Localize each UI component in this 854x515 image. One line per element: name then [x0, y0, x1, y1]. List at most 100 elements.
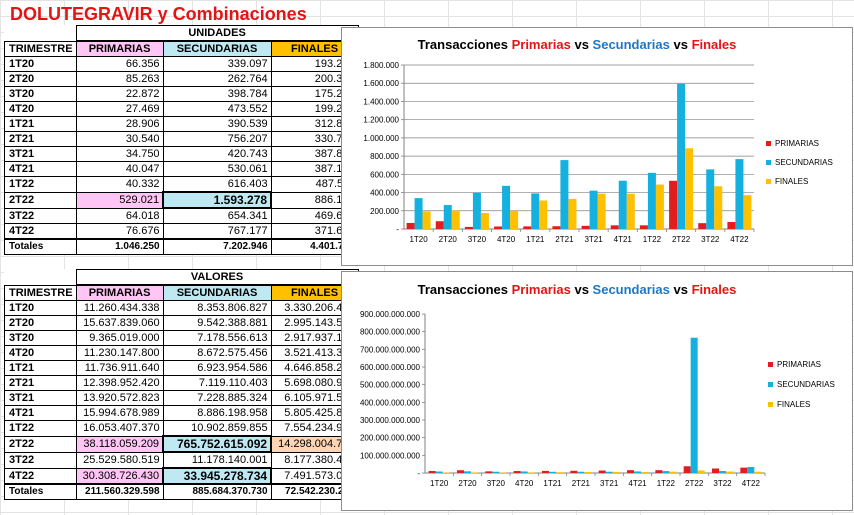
header-trimestre: TRIMESTRE — [4, 40, 77, 57]
bar-finales-4t21 — [641, 471, 648, 473]
bar-secundarias-2t20 — [464, 471, 471, 473]
quarter-cell: 2T22 — [4, 191, 77, 209]
chart-title-part: Secundarias — [593, 37, 670, 52]
table-row: 4T22 30.308.726.430 33.945.278.734 7.491.57… — [4, 467, 359, 485]
secundarias-cell: 11.178.140.001 — [162, 451, 272, 469]
total-primarias: 1.046.250 — [75, 238, 164, 255]
x-tick-label: 4T22 — [730, 235, 749, 244]
quarter-cell: 4T22 — [4, 223, 77, 240]
header-trimestre: TRIMESTRE — [4, 284, 77, 301]
total-finales: 4.401.726 — [270, 238, 359, 255]
quarter-cell: 3T22 — [4, 207, 77, 224]
x-tick-label: 3T22 — [713, 479, 732, 488]
bar-secundarias-2t20 — [443, 205, 452, 229]
total-finales: 72.542.230.246 — [270, 483, 359, 500]
quarter-cell: 1T20 — [4, 300, 77, 316]
table-row: 4T20 11.230.147.800 8.672.575.456 3.521.413… — [4, 345, 359, 361]
bar-primarias-4t20 — [513, 471, 521, 473]
x-tick-label: 3T21 — [600, 479, 619, 488]
y-tick-label: 1.400.000 — [363, 97, 399, 106]
bar-primarias-1t20 — [406, 222, 415, 229]
primarias-cell: 40.332 — [75, 176, 164, 193]
bar-primarias-2t22 — [683, 466, 691, 473]
primarias-cell: 40.047 — [75, 161, 164, 177]
table-row: 2T22 38.118.059.209 765.752.615.092 14.298.… — [4, 435, 359, 453]
primarias-cell: 27.469 — [75, 101, 164, 117]
primarias-cell: 66.356 — [75, 56, 164, 72]
table-row: 4T21 40.047 530.061 387.170 — [4, 161, 359, 177]
quarter-cell: 4T20 — [4, 101, 77, 117]
x-tick-label: 1T22 — [657, 479, 676, 488]
units-chart[interactable]: Transacciones Primarias vs Secundarias v… — [341, 27, 853, 266]
table-row: 3T22 25.529.580.519 11.178.140.001 8.177.38… — [4, 451, 359, 469]
secundarias-cell: 33.945.278.734 — [162, 467, 273, 485]
totals-label: Totales — [4, 238, 77, 255]
chart-title-part: Primarias — [512, 282, 571, 297]
bar-secundarias-3t20 — [492, 471, 500, 473]
bar-secundarias-4t22 — [747, 467, 755, 473]
primarias-cell: 15.994.678.989 — [75, 405, 164, 421]
primarias-cell: 30.308.726.430 — [75, 467, 164, 485]
y-tick-label: 300.000.000.000 — [360, 416, 421, 425]
secundarias-cell: 7.178.556.613 — [162, 330, 272, 346]
bar-finales-4t22 — [743, 195, 752, 229]
secundarias-cell: 390.539 — [162, 116, 272, 132]
bar-primarias-3t20 — [485, 471, 493, 473]
chart-title-part: vs — [571, 37, 593, 52]
primarias-cell: 76.676 — [75, 223, 164, 240]
primarias-cell: 529.021 — [75, 191, 164, 209]
quarter-cell: 2T22 — [4, 435, 77, 453]
y-tick-label: 400.000.000.000 — [360, 398, 421, 407]
quarter-cell: 4T22 — [4, 467, 77, 485]
table-row: 4T20 27.469 473.552 199.219 — [4, 101, 359, 117]
header-primarias: PRIMARIAS — [75, 40, 164, 57]
bar-primarias-1t21 — [523, 226, 532, 229]
y-tick-label: 100.000.000.000 — [360, 451, 421, 460]
bar-primarias-2t21 — [570, 470, 578, 473]
bar-finales-2t20 — [451, 210, 460, 229]
bar-secundarias-4t22 — [735, 159, 744, 229]
bar-finales-1t20 — [442, 472, 450, 473]
y-tick-label: 600.000.000.000 — [360, 363, 421, 372]
legend-label-secundarias: SECUNDARIAS — [775, 158, 833, 167]
bar-secundarias-4t21 — [634, 471, 641, 473]
y-tick-label: 900.000.000.000 — [360, 310, 421, 319]
y-tick-label: 1.600.000 — [363, 79, 399, 88]
bar-finales-4t21 — [626, 193, 635, 229]
primarias-cell: 85.263 — [75, 71, 164, 87]
secundarias-cell: 8.672.575.456 — [162, 345, 272, 361]
y-tick-label: 200.000 — [370, 207, 399, 216]
values-chart[interactable]: Transacciones Primarias vs Secundarias v… — [341, 271, 853, 511]
bar-finales-4t22 — [754, 471, 762, 473]
quarter-cell: 1T20 — [4, 56, 77, 72]
table-row: 3T20 22.872 398.784 175.215 — [4, 86, 359, 102]
bar-primarias-1t21 — [542, 470, 549, 473]
bar-secundarias-1t22 — [662, 471, 670, 473]
header-primarias: PRIMARIAS — [75, 284, 164, 301]
primarias-cell: 64.018 — [75, 207, 164, 224]
legend-swatch-primarias — [768, 362, 773, 367]
legend-label-primarias: PRIMARIAS — [777, 360, 821, 369]
bar-primarias-2t20 — [435, 221, 444, 229]
y-tick-label: 1.800.000 — [363, 61, 399, 70]
x-tick-label: 2T22 — [685, 479, 704, 488]
bar-finales-3t20 — [480, 213, 489, 229]
y-tick-label: 700.000.000.000 — [360, 345, 421, 354]
chart-title-part: Finales — [692, 282, 737, 297]
y-tick-label: - — [396, 225, 399, 234]
primarias-cell: 34.750 — [75, 146, 164, 162]
total-primarias: 211.560.329.598 — [75, 483, 164, 500]
primarias-cell: 11.230.147.800 — [75, 345, 164, 361]
x-tick-label: 1T20 — [409, 235, 428, 244]
bar-finales-1t21 — [539, 200, 548, 229]
primarias-cell: 38.118.059.209 — [75, 435, 164, 453]
x-tick-label: 2T21 — [555, 235, 574, 244]
secundarias-cell: 9.542.388.881 — [162, 315, 272, 331]
quarter-cell: 2T21 — [4, 131, 77, 147]
quarter-cell: 4T20 — [4, 345, 77, 361]
bar-primarias-1t22 — [639, 225, 648, 229]
primarias-cell: 12.398.952.420 — [75, 375, 164, 391]
bar-finales-3t21 — [612, 471, 620, 473]
secundarias-cell: 262.764 — [162, 71, 272, 87]
chart-title-part: Transacciones — [418, 37, 512, 52]
